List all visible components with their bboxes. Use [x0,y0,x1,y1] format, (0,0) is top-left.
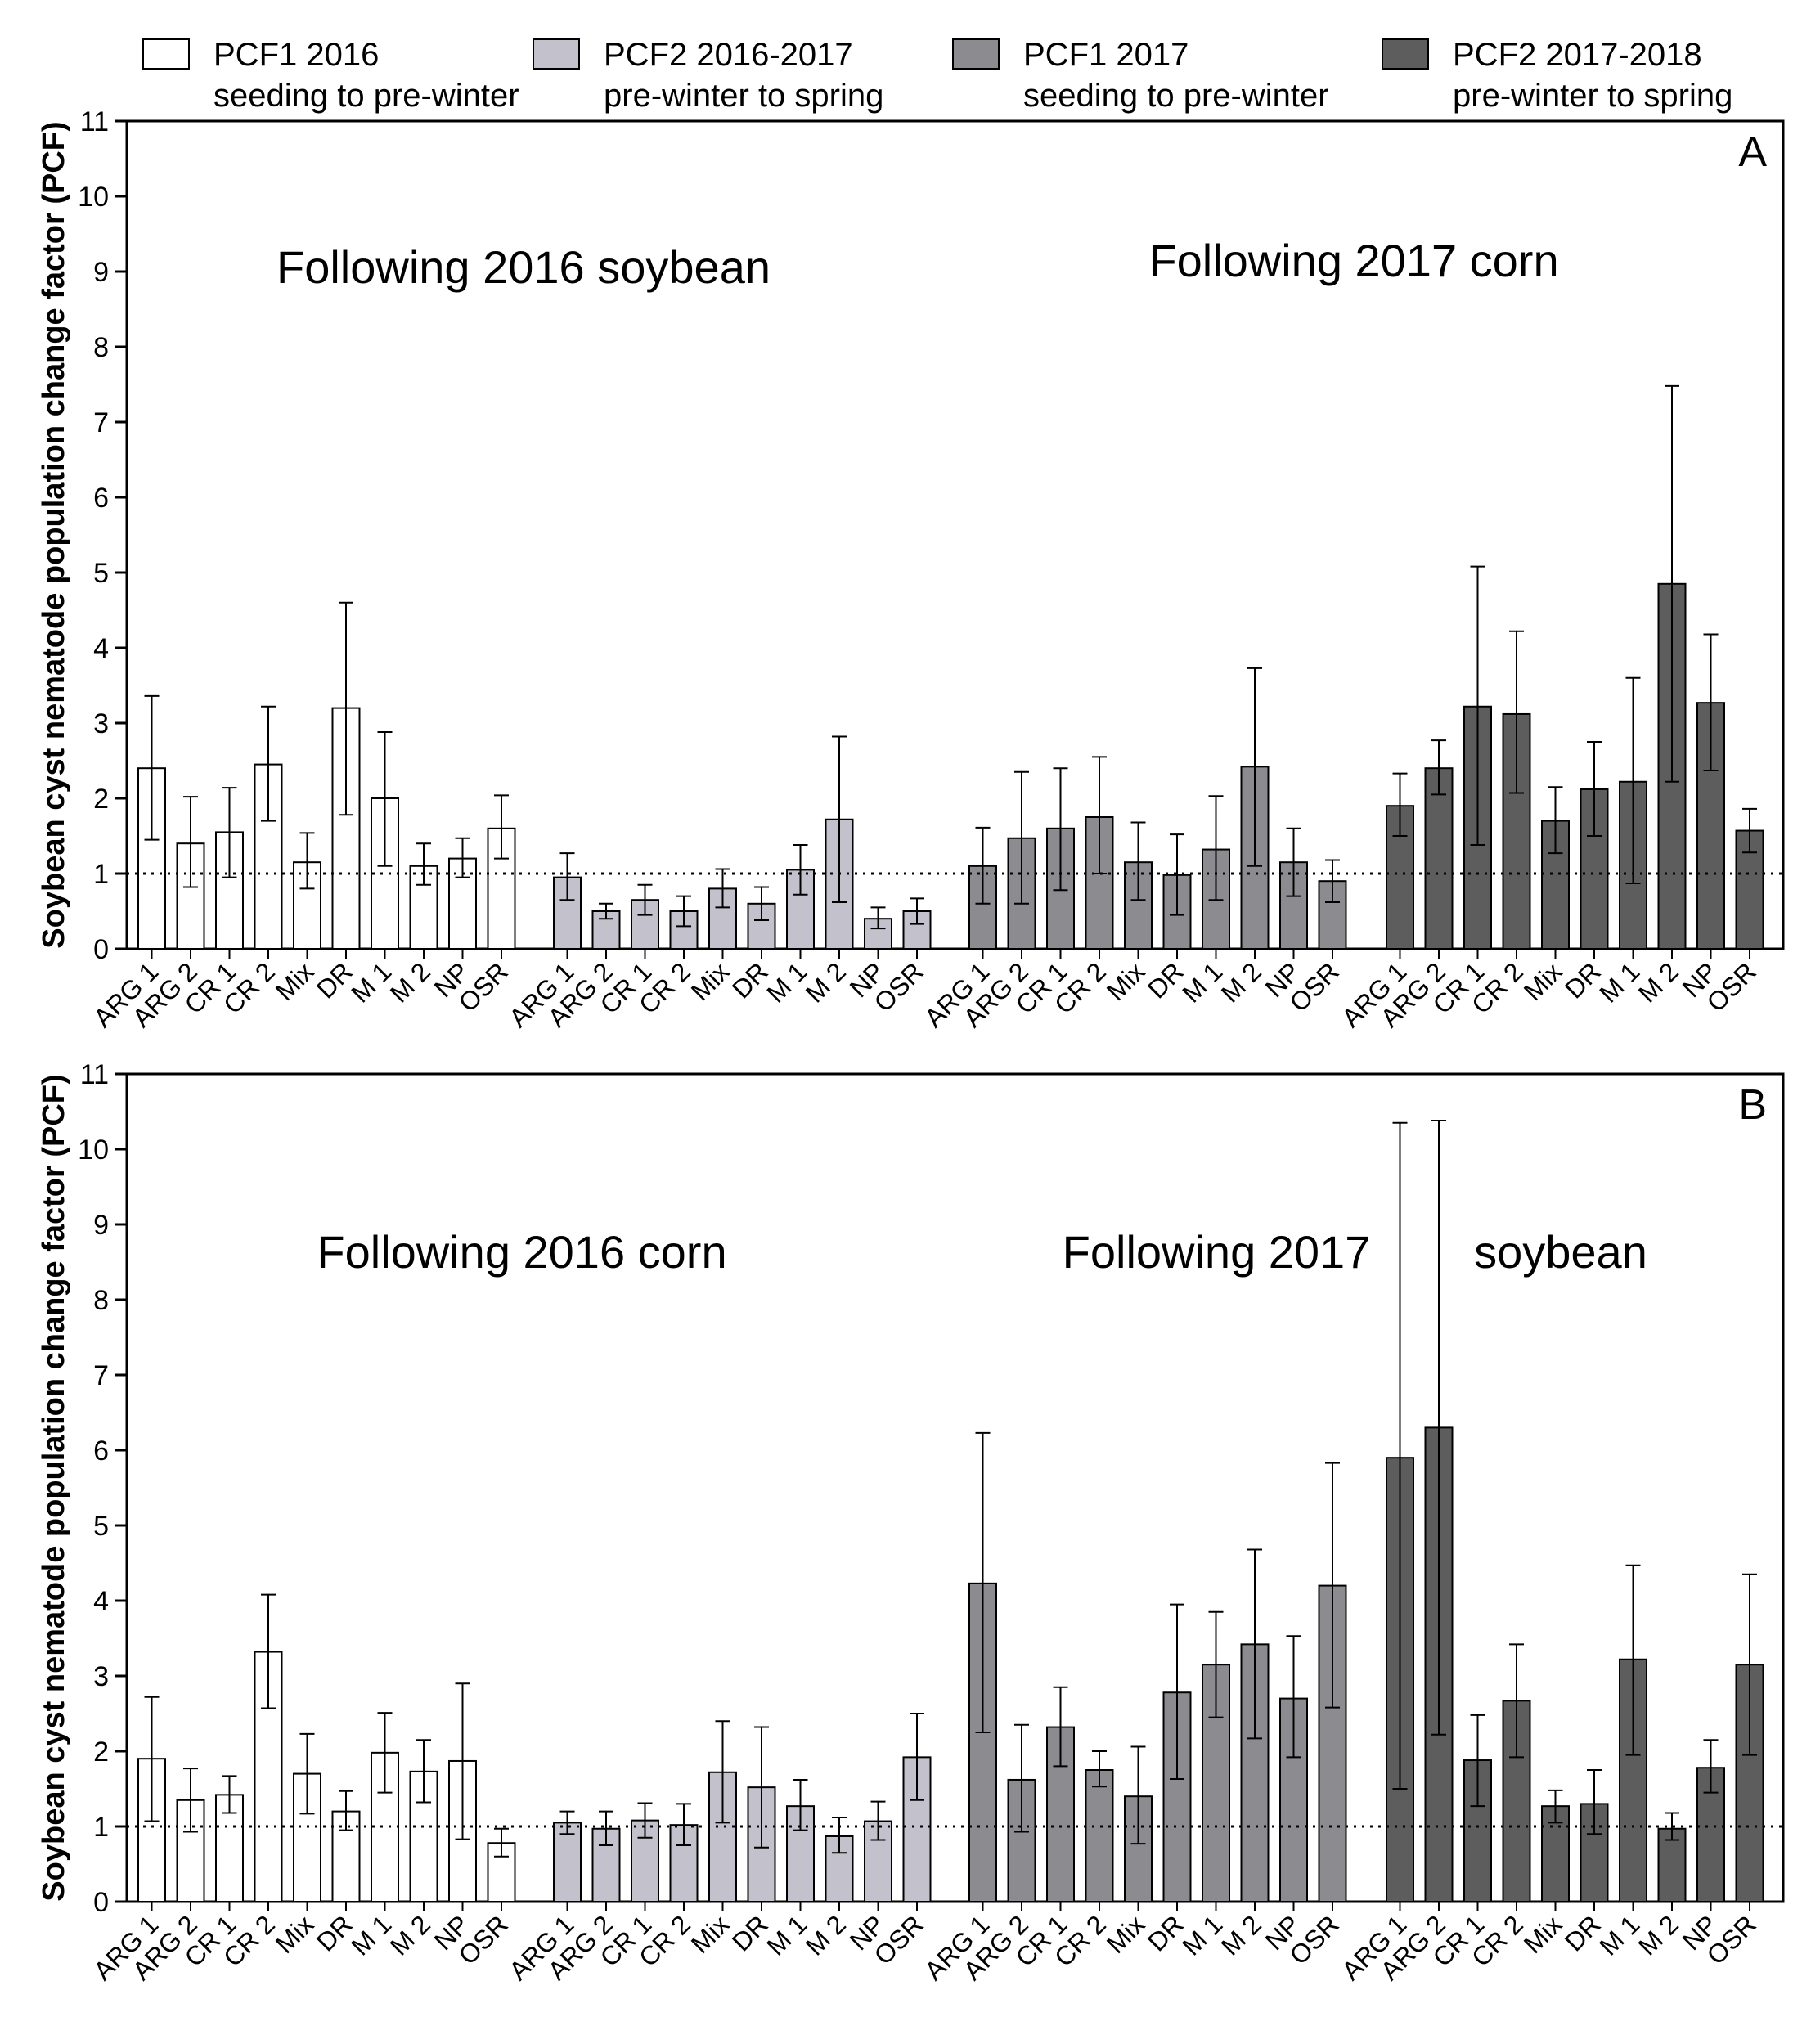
y-tick-label: 5 [93,1511,109,1542]
panel-b: 0 1 2 3 4 5 6 7 8 9 10 11 Soybean cyst nematode popu… [37,1059,1785,1986]
bar [669,1824,699,1902]
legend-swatch [533,38,580,70]
y-tick-label: 1 [93,859,109,890]
y-tick-label: 11 [80,1059,109,1090]
x-tick-label: DR [1559,1909,1607,1956]
bar [553,1822,582,1902]
legend-swatch [952,38,1000,70]
legend-label-line2: seeding to pre-winter [213,78,519,114]
y-tick-label: 2 [93,1736,109,1768]
x-tick-label: DR [726,1909,774,1956]
legend-label-line2: pre-winter to spring [604,78,883,114]
y-tick-label: 3 [93,708,109,739]
x-tick-label: DR [311,1909,358,1956]
y-tick-label: 6 [93,1435,109,1467]
y-tick-label: 9 [93,1210,109,1241]
y-tick-label: 10 [78,1134,109,1166]
y-tick-label: 8 [93,1285,109,1316]
group-label: soybean [1474,1226,1647,1278]
group-label: Following 2017 [1063,1226,1371,1278]
y-tick-label: 2 [93,784,109,815]
x-tick-label: DR [1142,1909,1189,1956]
legend-label-line1: PCF2 2016-2017 [604,37,853,73]
y-tick-label: 11 [80,106,109,137]
panel-letter: A [1738,128,1767,176]
y-tick-label: 3 [93,1661,109,1692]
y-tick-label: 10 [78,182,109,213]
legend-label-line1: PCF2 2017-2018 [1453,37,1702,73]
y-tick-label: 1 [93,1812,109,1843]
plot-frame [125,1072,1785,1903]
plot-frame [125,119,1785,950]
y-tick-label: 4 [93,633,109,664]
x-tick-label: DR [311,956,358,1004]
y-tick-label: 0 [93,934,109,965]
x-tick-label: DR [1559,956,1607,1004]
group-label: Following 2016 soybean [276,241,771,293]
legend-label-line1: PCF1 2016 [213,37,379,73]
bar [825,1835,854,1902]
y-tick-label: 0 [93,1887,109,1918]
y-tick-label: 5 [93,558,109,589]
legend-swatch [142,38,190,70]
legend-label-line1: PCF1 2017 [1023,37,1189,73]
y-tick-label: 6 [93,483,109,514]
y-tick-label: 7 [93,1360,109,1391]
bar [1463,1759,1492,1903]
group-label: Following 2016 corn [317,1226,726,1278]
legend-swatch [1382,38,1429,70]
legend-label-line2: seeding to pre-winter [1023,78,1329,114]
legend: PCF1 2016 seeding to pre-winter PCF2 2016-… [142,37,1732,114]
x-tick-label: DR [1142,956,1189,1004]
panel-a: 0 1 2 3 4 5 6 7 8 9 10 11 Soybean cyst nematode popu… [37,106,1785,1033]
y-tick-label: 4 [93,1586,109,1617]
y-axis-title: Soybean cyst nematode population change … [37,121,71,948]
x-tick-label: DR [726,956,774,1004]
y-axis-title: Soybean cyst nematode population change … [37,1074,71,1901]
legend-label-line2: pre-winter to spring [1453,78,1732,114]
panel-letter: B [1738,1081,1767,1129]
group-label: Following 2017 corn [1148,235,1558,286]
y-tick-label: 8 [93,332,109,363]
y-tick-label: 7 [93,407,109,438]
y-tick-label: 9 [93,257,109,288]
bar [1085,1769,1114,1902]
